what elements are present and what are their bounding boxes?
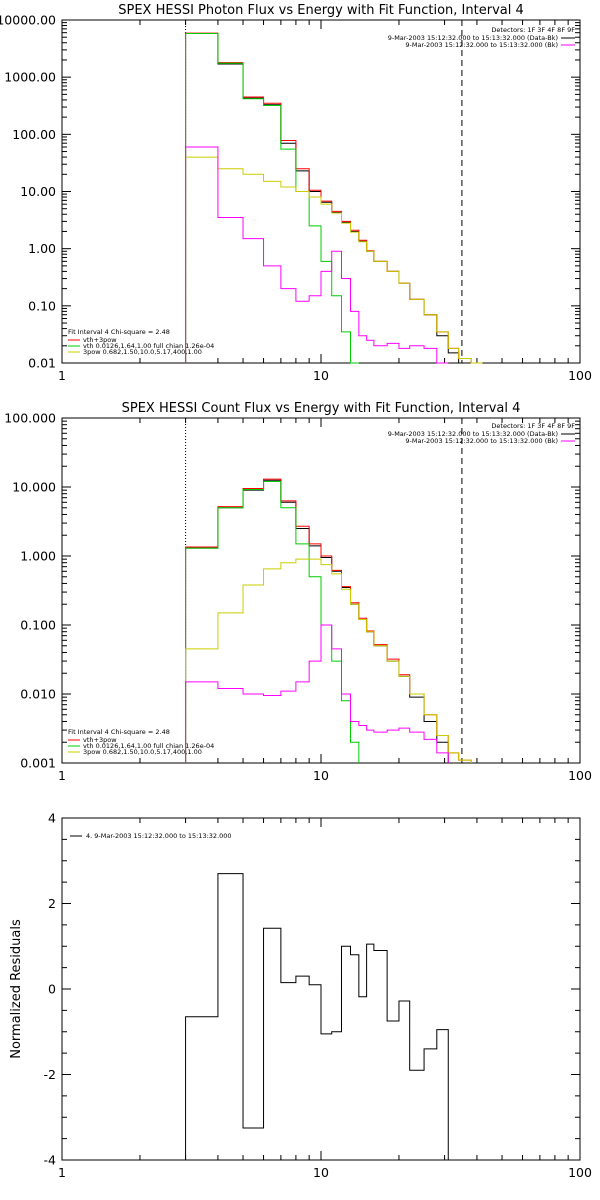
panel2-y-tick-label: 10.000	[12, 480, 56, 495]
panel2-series-3	[185, 558, 472, 763]
photon-flux-panel: SPEX HESSI Photon Flux vs Energy with Fi…	[0, 3, 592, 383]
panel3-legend-label: 4. 9-Mar-2003 15:12:32.000 to 15:13:32.0…	[86, 832, 232, 840]
panel1-x-tick-label: 10	[313, 368, 329, 383]
panel2-series-4	[185, 624, 449, 763]
panel1-series-4	[185, 146, 449, 364]
panel2-x-tick-label: 1	[58, 768, 66, 783]
panel2-detectors-label: Detectors: 1F 3F 4F 8F 9F	[491, 422, 575, 430]
panel2-y-tick-label: 0.001	[20, 756, 56, 771]
panel2-legend-bk: 9-Mar-2003 15:12:32.000 to 15:13:32.000 …	[405, 437, 558, 445]
panel1-series	[185, 32, 483, 364]
panel2-y-tick-label: 0.010	[20, 687, 56, 702]
panel3-series-0	[185, 873, 449, 1160]
panel1-y-tick-label: 1.00	[28, 241, 56, 256]
panel2-legend-vth3pow: vth+3pow	[83, 736, 117, 744]
panel2-y-tick-label: 100.000	[4, 411, 56, 426]
panel1-y-tick-label: 1000.00	[4, 70, 56, 85]
panel3-y-tick-label: 4	[48, 811, 56, 826]
panel2-title: SPEX HESSI Count Flux vs Energy with Fit…	[122, 401, 521, 416]
panel1-bottom-legend: Fit Interval 4 Chi-square = 2.48 vth+3po…	[68, 328, 214, 356]
panel2-top-legend: Detectors: 1F 3F 4F 8F 9F 9-Mar-2003 15:…	[388, 422, 576, 445]
panel1-top-legend: Detectors: 1F 3F 4F 8F 9F 9-Mar-2003 15:…	[388, 26, 576, 49]
panel1-y-tick-label: 0.10	[28, 298, 56, 313]
panel3-series	[185, 873, 449, 1160]
panel2-legend-vth: vth 0.0126,1.64,1.00 full chian 1.26e-04	[83, 742, 214, 750]
count-flux-panel: SPEX HESSI Count Flux vs Energy with Fit…	[4, 401, 592, 783]
panel1-y-tick-label: 10000.00	[0, 13, 56, 28]
panel2-series-2	[185, 481, 360, 763]
panel3-x-tick-label: 1	[58, 1165, 66, 1180]
panel2-axes: 1 10 100 100.000 10.000 1.000 0.100 0.010 0.001	[4, 411, 592, 784]
panel2-reference-lines	[185, 418, 463, 763]
panel1-y-tick-label: 0.01	[28, 356, 56, 371]
panel3-axes: 1 10 100 4 2 0 -2 -4	[44, 811, 592, 1181]
panel2-x-tick-label: 10	[313, 768, 329, 783]
panel1-x-tick-label: 1	[58, 368, 66, 383]
panel1-fit-label: Fit Interval 4 Chi-square = 2.48	[68, 328, 170, 336]
panel2-y-tick-label: 1.000	[20, 549, 56, 564]
panel1-detectors-label: Detectors: 1F 3F 4F 8F 9F	[491, 26, 575, 34]
panel1-legend-bk: 9-Mar-2003 15:12:32.000 to 15:13:32.000 …	[405, 41, 558, 49]
panel1-y-tick-label: 100.00	[12, 127, 56, 142]
panel1-x-tick-label: 100	[568, 368, 592, 383]
panel2-legend-data-bk: 9-Mar-2003 15:12:32.000 to 15:13:32.000 …	[388, 430, 558, 438]
panel2-fit-label: Fit Interval 4 Chi-square = 2.48	[68, 728, 170, 736]
panel1-legend-data-bk: 9-Mar-2003 15:12:32.000 to 15:13:32.000 …	[388, 34, 558, 42]
panel2-series	[185, 478, 472, 764]
panel1-legend-vth3pow: vth+3pow	[83, 336, 117, 344]
panel3-x-tick-label: 10	[313, 1165, 329, 1180]
panel3-y-axis-label: Normalized Residuals	[9, 919, 24, 1059]
panel3-y-tick-label: 2	[48, 896, 56, 911]
panel3-legend: 4. 9-Mar-2003 15:12:32.000 to 15:13:32.0…	[70, 832, 232, 840]
panel3-y-tick-label: 0	[48, 982, 56, 997]
panel1-axes: 1 10 100 10000.00 1000.00 100.00 10.00 1.00 0.10…	[0, 13, 592, 384]
panel2-bottom-legend: Fit Interval 4 Chi-square = 2.48 vth+3po…	[68, 728, 214, 756]
panel3-y-tick-label: -4	[44, 1153, 57, 1168]
panel1-title: SPEX HESSI Photon Flux vs Energy with Fi…	[118, 3, 524, 18]
panel1-legend-3pow: 3pow 0.682,1.50,10.0,5.17,400,1.00	[83, 348, 202, 356]
panel2-y-tick-label: 0.100	[20, 618, 56, 633]
panel1-y-tick-label: 10.00	[20, 184, 56, 199]
panel1-legend-vth: vth 0.0126,1.64,1.00 full chian 1.26e-04	[83, 342, 214, 350]
panel3-y-tick-label: -2	[44, 1067, 56, 1082]
residuals-panel: Normalized Residuals 1 10 100 4 2 0 -2 -4 4. 9-…	[9, 811, 592, 1181]
panel2-x-tick-label: 100	[568, 768, 592, 783]
panel3-x-tick-label: 100	[568, 1165, 592, 1180]
panel2-legend-3pow: 3pow 0.682,1.50,10.0,5.17,400,1.00	[83, 748, 202, 756]
panel1-series-3	[185, 156, 483, 364]
